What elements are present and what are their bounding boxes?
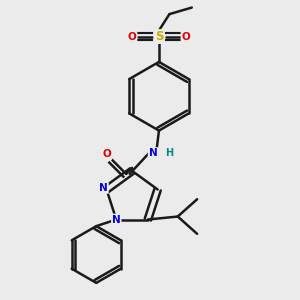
Text: N: N bbox=[99, 183, 108, 193]
Text: O: O bbox=[102, 149, 111, 160]
Text: O: O bbox=[128, 32, 136, 41]
Text: S: S bbox=[155, 30, 163, 43]
Text: H: H bbox=[165, 148, 173, 158]
Text: N: N bbox=[112, 214, 121, 224]
Text: O: O bbox=[182, 32, 190, 41]
Text: N: N bbox=[148, 148, 158, 158]
